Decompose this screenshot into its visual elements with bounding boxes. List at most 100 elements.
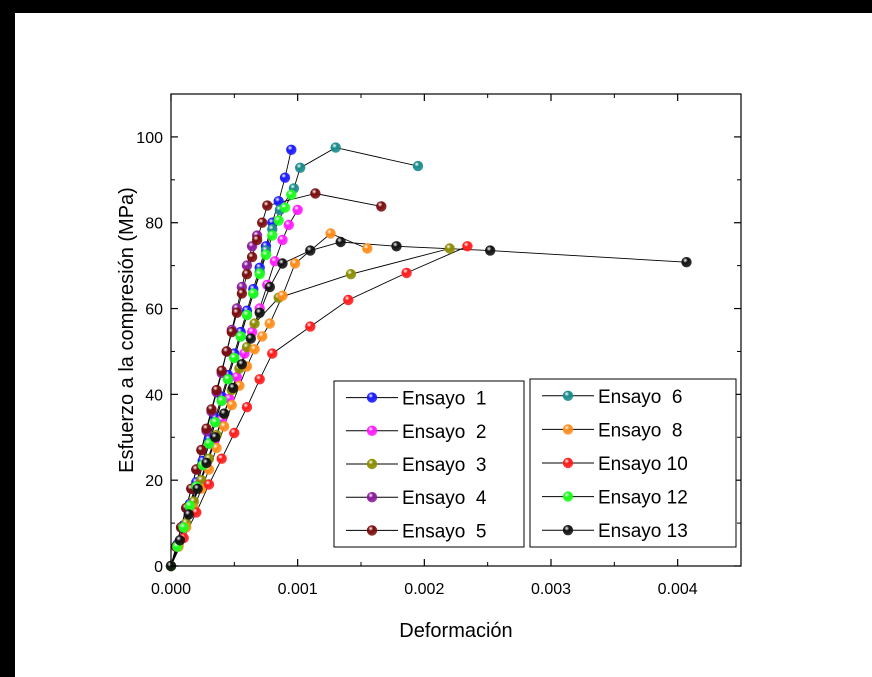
data-point	[254, 307, 265, 318]
legend-marker	[366, 492, 378, 503]
frame-left-border	[0, 0, 15, 677]
legend-label: Ensayo 3	[402, 455, 487, 476]
data-point	[210, 417, 221, 428]
legend-marker	[366, 525, 378, 536]
data-point	[241, 260, 253, 271]
data-point	[444, 243, 455, 254]
legend-label: Ensayo 12	[598, 488, 688, 509]
data-point	[273, 196, 284, 207]
data-point	[401, 267, 412, 279]
legend-label: Ensayo 2	[402, 422, 487, 443]
data-point	[201, 457, 212, 469]
data-point	[196, 444, 207, 456]
data-point	[257, 217, 268, 228]
data-point	[264, 318, 275, 329]
data-point	[267, 230, 278, 241]
data-point	[216, 395, 227, 406]
data-point	[305, 321, 316, 332]
data-point	[226, 326, 237, 338]
data-point	[362, 243, 373, 254]
data-point	[229, 352, 240, 364]
x-tick-label: 0.003	[531, 581, 571, 598]
data-point	[391, 241, 402, 252]
data-point	[462, 241, 473, 252]
data-point	[289, 258, 301, 269]
data-point	[267, 348, 278, 359]
legend-marker	[562, 424, 574, 435]
legend-marker	[562, 525, 574, 536]
legend-marker	[562, 390, 574, 401]
data-point	[236, 288, 248, 299]
data-point	[260, 249, 272, 261]
data-point	[345, 269, 357, 280]
legend-marker	[366, 392, 378, 403]
data-point	[249, 344, 260, 355]
data-point	[241, 269, 253, 280]
data-point	[295, 162, 306, 173]
y-tick-label: 100	[136, 130, 163, 147]
data-point	[305, 245, 316, 256]
legend-box-1: Ensayo 1 Ensayo 2 Ensayo 3 Ensayo 4 Ensayo 5	[333, 380, 525, 548]
data-point	[273, 215, 284, 226]
data-point	[178, 522, 189, 533]
x-tick-label: 0.004	[658, 581, 698, 598]
data-point	[203, 438, 215, 449]
data-point	[343, 294, 354, 306]
legend-frame	[529, 378, 737, 548]
data-point	[412, 160, 424, 172]
data-point	[335, 236, 346, 248]
data-point	[184, 500, 196, 512]
axes: 0.000 0.001 0.002 0.003 0.004 0 20 40 60 80 100	[136, 94, 741, 598]
series-points	[165, 142, 692, 572]
data-point	[254, 374, 265, 385]
x-tick-label: 0.001	[278, 581, 318, 598]
legend-label: Ensayo 4	[402, 488, 487, 509]
data-point	[485, 245, 496, 256]
data-point	[226, 399, 237, 411]
data-point	[286, 144, 297, 155]
data-point	[292, 204, 303, 216]
legend-marker	[366, 458, 378, 470]
data-point	[221, 346, 232, 357]
data-point	[248, 288, 259, 299]
data-point	[222, 374, 234, 385]
y-tick-label: 0	[154, 559, 163, 576]
legend-label: Ensayo 13	[598, 521, 688, 542]
data-point	[229, 427, 240, 439]
y-tick-label: 60	[145, 302, 163, 319]
data-point	[241, 309, 253, 321]
legend-marker	[366, 425, 378, 436]
data-point	[249, 318, 260, 329]
plot-frame	[170, 93, 742, 567]
data-point	[203, 479, 215, 490]
y-axis-label: Esfuerzo a la compresión (MPa)	[116, 187, 138, 473]
y-tick-label: 40	[145, 387, 163, 404]
data-point	[254, 269, 265, 280]
legend-label: Ensayo 8	[598, 420, 683, 441]
data-point	[210, 432, 221, 443]
data-point	[277, 290, 288, 301]
legend-box-2: Ensayo 6 Ensayo 8 Ensayo 10 Ensayo 12 Ensayo…	[529, 378, 737, 548]
data-point	[264, 281, 275, 293]
data-point	[283, 219, 294, 231]
x-axis-label: Deformación	[399, 620, 512, 642]
y-tick-label: 80	[145, 216, 163, 233]
legend-label: Ensayo 6	[598, 387, 683, 408]
legend-label: Ensayo 1	[402, 389, 487, 410]
data-point	[330, 142, 341, 153]
data-point	[235, 331, 246, 342]
data-point	[206, 404, 217, 415]
data-point	[227, 382, 239, 394]
data-point	[236, 359, 248, 370]
data-point	[310, 188, 321, 199]
data-point	[174, 535, 186, 546]
data-point	[241, 402, 253, 413]
data-point	[219, 408, 230, 419]
data-point	[279, 202, 291, 213]
data-point	[279, 172, 291, 183]
data-point	[277, 234, 288, 246]
data-point	[231, 307, 243, 318]
data-point	[201, 423, 212, 434]
data-point	[246, 251, 258, 263]
